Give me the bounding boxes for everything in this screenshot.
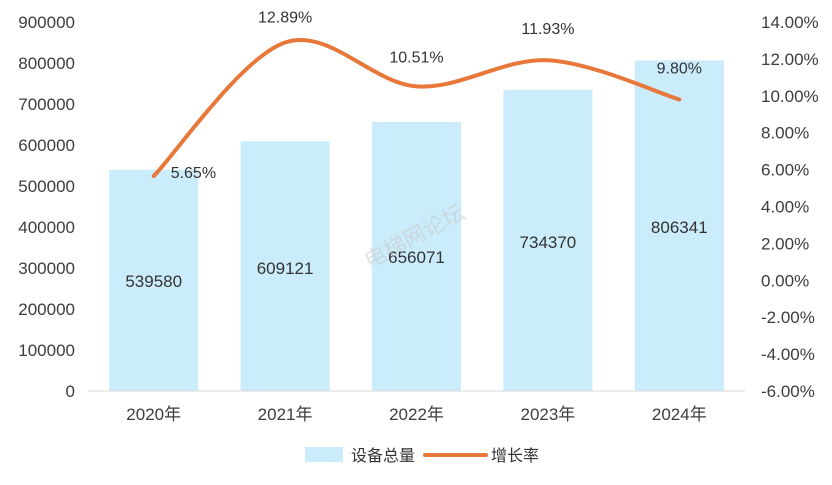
line-labels-group: 5.65% 12.89% 10.51% 11.93% 9.80% [171,9,702,182]
bar-value-label: 806341 [651,218,708,237]
left-tick-label: 100000 [18,341,75,360]
x-axis-ticks: 2020年 2021年 2022年 2023年 2024年 [126,405,706,424]
right-tick-label: 4.00% [761,198,809,217]
line-series-group [151,38,682,179]
right-tick-label: -2.00% [761,308,815,327]
right-axis-ticks: -6.00% -4.00% -2.00% 0.00% 2.00% 4.00% 6.00% 8.… [761,13,819,401]
left-tick-label: 0 [66,382,75,401]
bar [372,122,461,391]
left-tick-label: 900000 [18,13,75,32]
right-tick-label: -6.00% [761,382,815,401]
right-tick-label: 10.00% [761,87,819,106]
bar [503,89,593,392]
left-tick-label: 200000 [18,300,75,319]
x-tick-label: 2022年 [389,405,444,424]
right-tick-label: 6.00% [761,161,809,180]
left-tick-label: 600000 [18,136,75,155]
line-value-label: 10.51% [389,49,443,66]
left-axis-ticks: 0 100000 200000 300000 400000 500000 600000 700… [18,13,75,401]
left-tick-label: 700000 [18,95,75,114]
x-tick-label: 2023年 [520,405,575,424]
right-tick-label: 0.00% [761,271,809,290]
right-tick-label: -4.00% [761,345,815,364]
left-tick-label: 800000 [18,54,75,73]
line-value-label: 9.80% [657,60,702,77]
x-tick-label: 2020年 [126,405,181,424]
bar-value-label: 609121 [257,259,314,278]
legend-label-line: 增长率 [491,446,539,465]
left-tick-label: 400000 [18,218,75,237]
line-value-label: 12.89% [258,9,312,26]
right-tick-label: 2.00% [761,234,809,253]
bar-value-label: 539580 [125,272,182,291]
line-value-label: 11.93% [521,21,574,38]
line-value-label: 5.65% [171,165,216,182]
x-tick-label: 2024年 [652,405,707,424]
x-tick-label: 2021年 [258,405,313,424]
bar [240,141,330,391]
bar-value-label: 656071 [388,248,445,267]
left-tick-label: 500000 [18,177,75,196]
growth-rate-line [151,38,682,179]
legend: 设备总量 增长率 [305,446,539,465]
bar [109,169,199,391]
bar-series-group [109,60,724,392]
legend-label-bar: 设备总量 [351,446,415,465]
bar-value-label: 734370 [520,233,577,252]
bar [634,60,724,392]
right-tick-label: 8.00% [761,124,809,143]
bar-labels-group: 539580 609121 656071 734370 806341 [125,218,707,291]
left-tick-label: 300000 [18,259,75,278]
right-tick-label: 14.00% [761,13,819,32]
right-tick-label: 12.00% [761,50,819,69]
legend-swatch-bar [305,447,343,462]
